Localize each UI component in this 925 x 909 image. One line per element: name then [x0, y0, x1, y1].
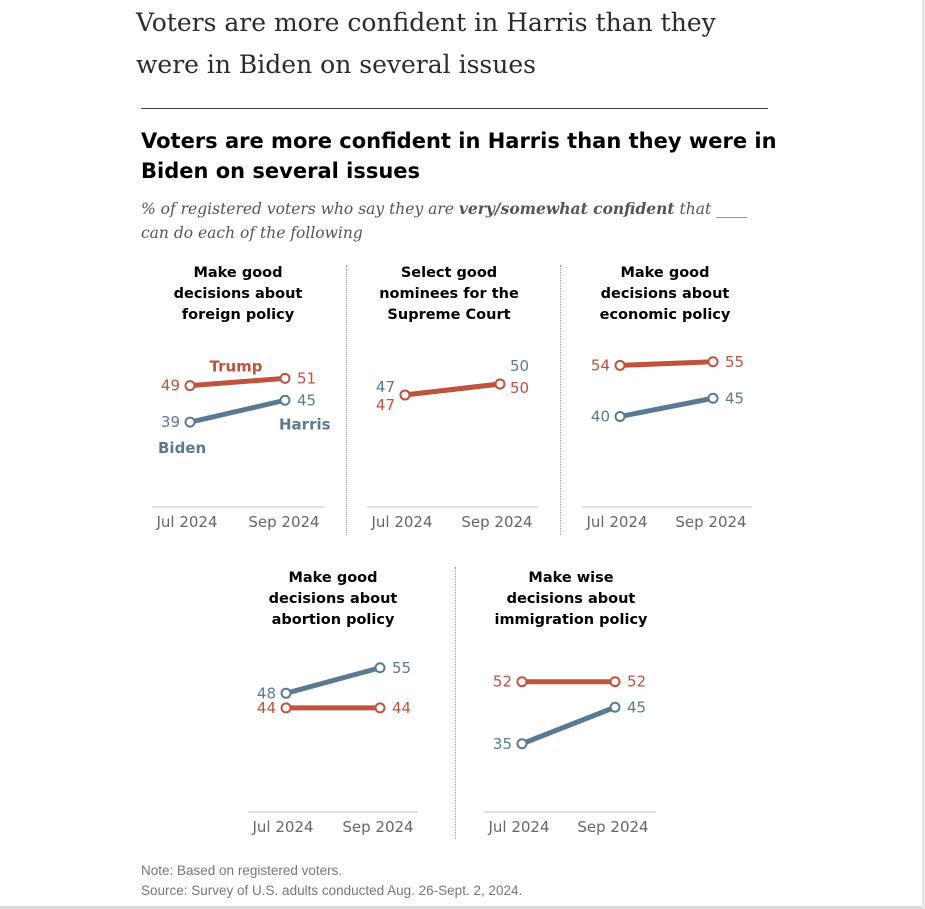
panel-title-line: immigration policy	[494, 612, 648, 628]
data-label-biden: 35	[493, 735, 512, 753]
series-label-harris: Harris	[279, 415, 331, 433]
data-label-trump: 51	[297, 369, 316, 387]
panel-title-line: Make wise	[528, 570, 614, 586]
data-point	[516, 676, 528, 688]
x-tick-label: Jul 2024	[370, 513, 432, 531]
data-point	[614, 359, 626, 371]
data-label-trump: 44	[257, 699, 276, 717]
data-label-biden: 47	[376, 378, 395, 396]
panel-title-line: Make good	[288, 570, 378, 586]
x-tick-label: Sep 2024	[675, 513, 746, 531]
data-label-trump: 47	[376, 396, 395, 414]
data-label-trump: 44	[392, 699, 411, 717]
panel-title-line: foreign policy	[181, 307, 295, 323]
panel-title-line: abortion policy	[271, 612, 395, 628]
x-tick-label: Jul 2024	[251, 818, 313, 836]
data-point	[279, 394, 291, 406]
data-label-harris: 45	[627, 698, 646, 716]
panel-title-line: nominees for the	[379, 286, 519, 302]
data-point	[614, 411, 626, 422]
data-label-harris: 45	[725, 389, 744, 407]
data-label-trump: 49	[161, 377, 180, 395]
panel-title-line: Supreme Court	[387, 307, 511, 323]
x-tick-label: Jul 2024	[487, 818, 549, 836]
data-point	[184, 416, 196, 428]
divider	[141, 108, 768, 109]
data-point	[279, 372, 291, 384]
series-line-biden-harris	[285, 665, 381, 696]
chart-title: Voters are more confident in Harris than…	[141, 129, 777, 183]
series-line-trump	[189, 375, 286, 389]
x-tick-label: Sep 2024	[342, 818, 413, 836]
x-tick-label: Sep 2024	[461, 513, 532, 531]
panel-title-line: decisions about	[173, 286, 303, 302]
data-label-trump: 52	[493, 673, 512, 691]
window-right-edge	[922, 0, 925, 909]
data-point	[707, 392, 719, 404]
data-point	[280, 687, 292, 699]
page-title: Voters are more confident in Harris than…	[136, 8, 716, 79]
series-line-biden-harris	[521, 704, 616, 747]
x-tick-label: Sep 2024	[248, 513, 319, 531]
data-label-biden: 39	[161, 413, 180, 431]
panel-separator	[346, 265, 347, 535]
series-label-biden: Biden	[158, 439, 206, 457]
series-label-trump: Trump	[209, 358, 262, 376]
data-label-harris: 45	[297, 391, 316, 409]
panel-title-abortion-policy: Make good decisions about abortion polic…	[233, 568, 433, 631]
data-point	[399, 389, 411, 401]
window-bottom-edge	[0, 906, 925, 909]
data-label-trump: 52	[627, 673, 646, 691]
series-line-trump	[619, 359, 714, 368]
data-point	[280, 702, 292, 714]
panel-separator	[560, 265, 561, 535]
data-label-trump: 55	[725, 353, 744, 371]
x-tick-label: Jul 2024	[155, 513, 217, 531]
panel-title-foreign-policy: Make good decisions about foreign policy	[138, 263, 338, 326]
series-line-trump	[404, 381, 501, 398]
chart-subtitle: % of registered voters who say they are …	[141, 197, 761, 245]
panel-title-line: decisions about	[506, 591, 636, 607]
panel-title-line: Make good	[620, 265, 710, 281]
data-point	[609, 676, 621, 688]
panel-title-line: decisions about	[600, 286, 730, 302]
panel-title-line: Make good	[193, 265, 283, 281]
panel-title-immigration-policy: Make wise decisions about immigration po…	[471, 568, 671, 631]
data-point	[184, 380, 196, 392]
panel-title-supreme-court: Select good nominees for the Supreme Cou…	[349, 263, 549, 326]
panel-title-line: decisions about	[268, 591, 398, 607]
data-label-harris: 50	[510, 357, 529, 375]
data-point	[609, 701, 621, 713]
data-point	[707, 356, 719, 368]
subtitle-pre: % of registered voters who say they are	[141, 200, 459, 218]
data-label-biden: 48	[257, 684, 276, 702]
subtitle-bold: very/somewhat confident	[458, 199, 675, 218]
panel-title-line: economic policy	[599, 307, 731, 323]
data-point	[516, 738, 528, 750]
data-label-trump: 54	[591, 356, 610, 374]
x-tick-label: Jul 2024	[585, 513, 647, 531]
panel-separator	[455, 567, 456, 839]
data-label-trump: 50	[510, 379, 529, 397]
x-tick-label: Sep 2024	[577, 818, 648, 836]
data-point	[374, 662, 386, 674]
series-line-biden-harris	[189, 397, 286, 425]
data-label-biden: 40	[591, 408, 610, 426]
subtitle-post: that ____ can do each of the following	[141, 200, 748, 242]
chart-note: Note: Based on registered voters.	[141, 863, 343, 878]
panel-title-line: Select good	[400, 265, 498, 281]
series-line-biden-harris	[619, 395, 714, 419]
panel-title-economic-policy: Make good decisions about economic polic…	[565, 263, 765, 326]
data-point	[374, 702, 386, 714]
chart-source: Source: Survey of U.S. adults conducted …	[141, 883, 523, 898]
data-label-harris: 55	[392, 659, 411, 677]
data-point	[494, 378, 506, 390]
